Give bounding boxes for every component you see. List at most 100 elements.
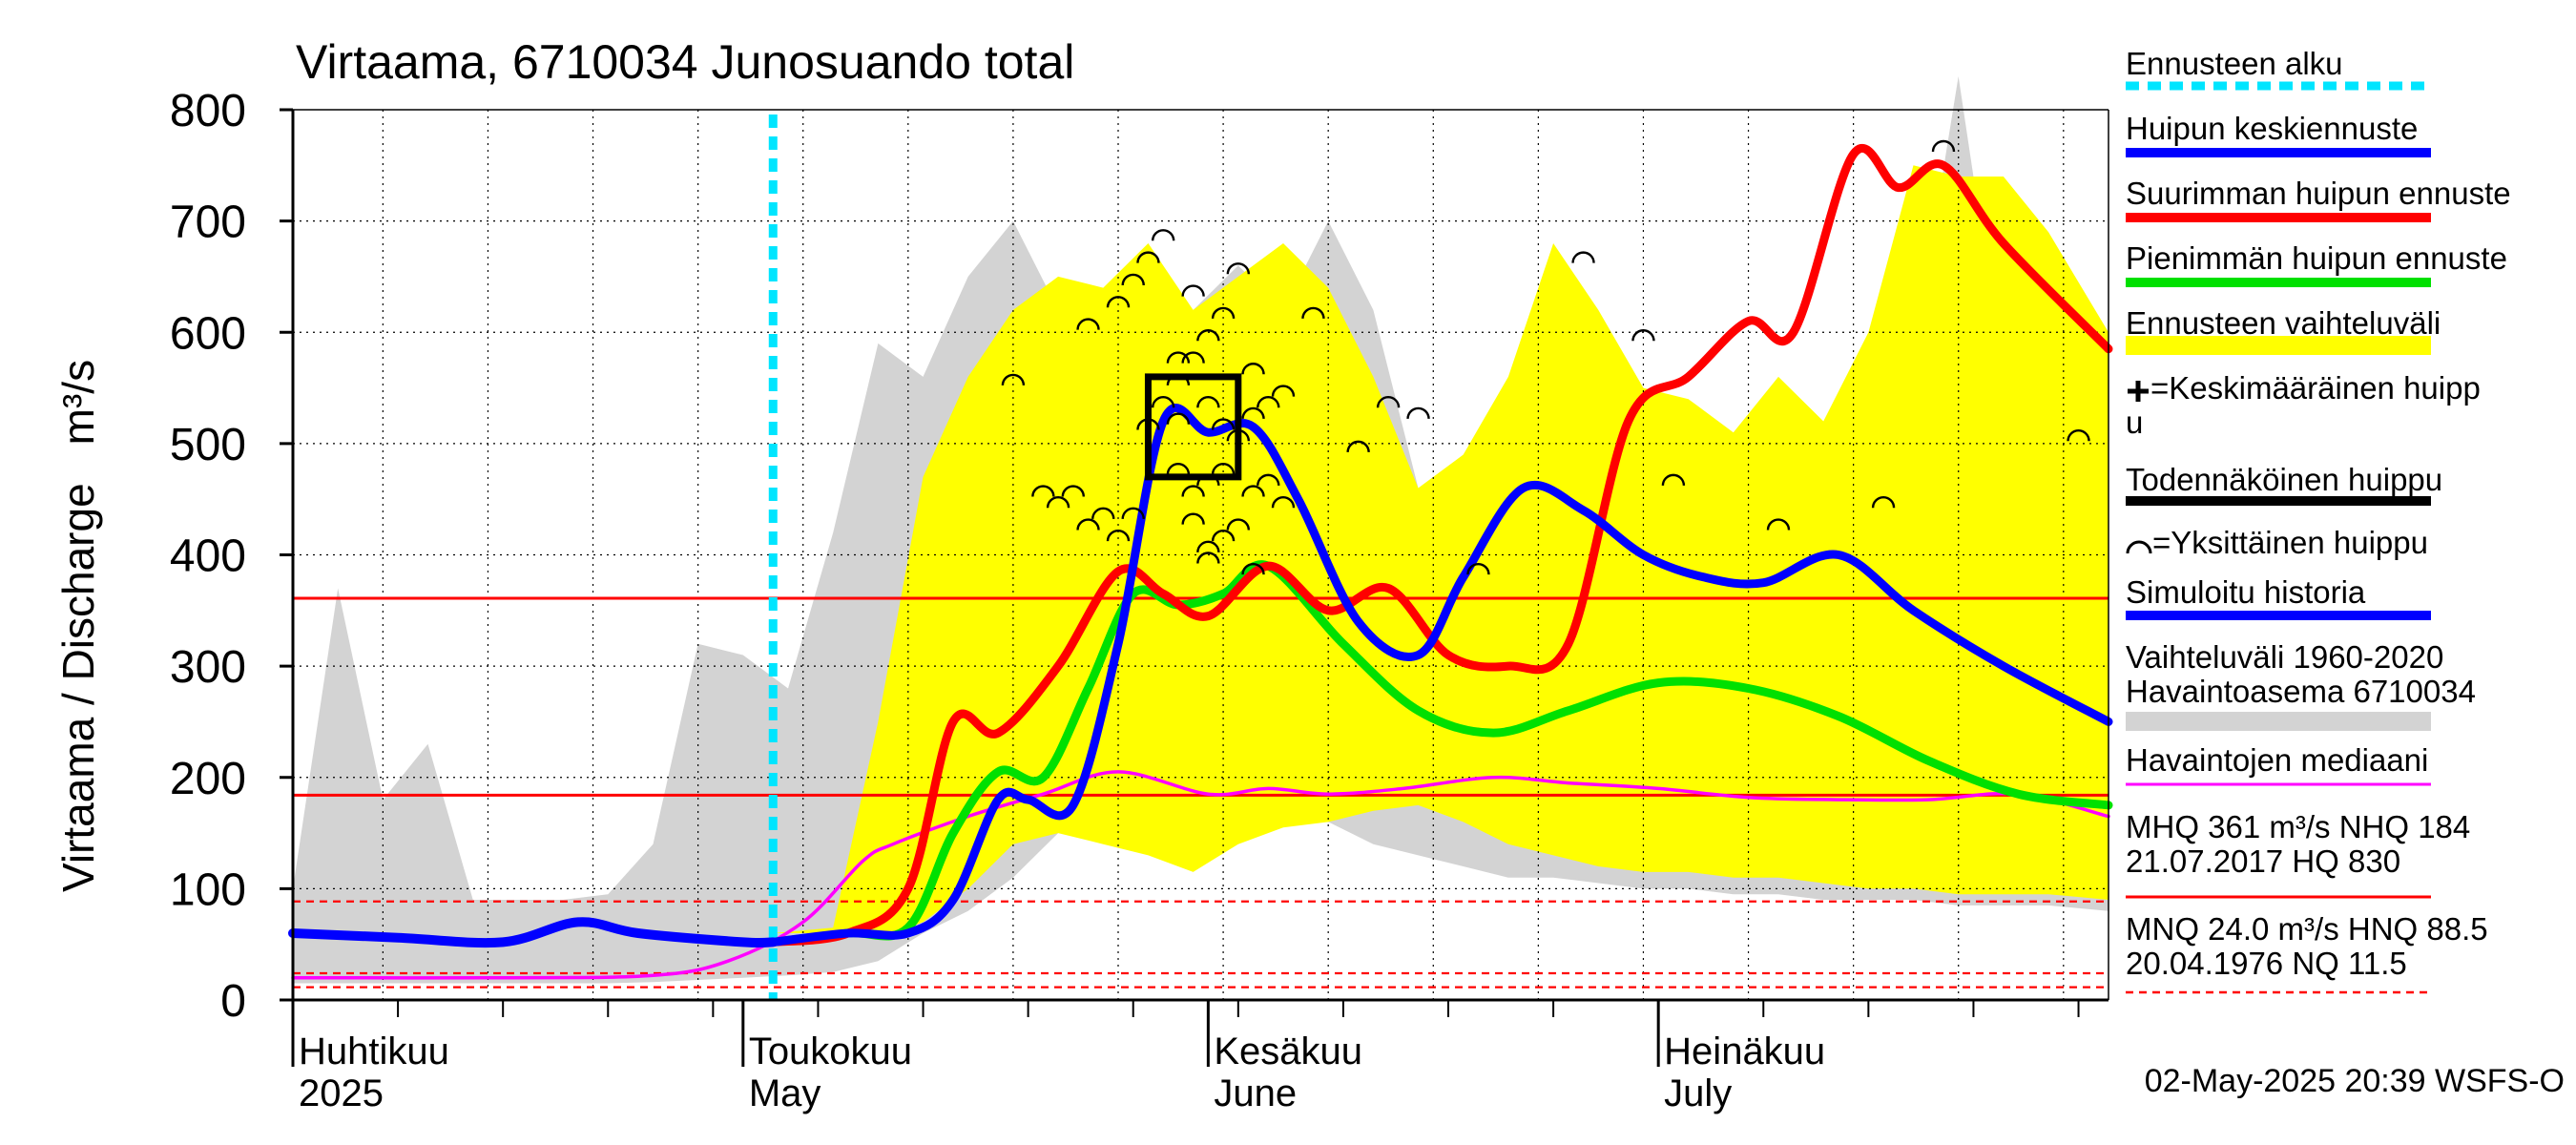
legend-label: =Yksittäinen huippu [2152, 525, 2428, 560]
y-tick-label: 0 [220, 976, 246, 1027]
single-peak-marker [1166, 463, 1191, 475]
single-peak-marker [1091, 507, 1115, 519]
single-peak-marker [1151, 229, 1175, 241]
series-line [291, 770, 2110, 980]
single-peak-marker [2067, 429, 2090, 442]
series-layer [288, 144, 2113, 980]
x-month-label-en: May [749, 1072, 821, 1114]
single-peak-marker [1241, 406, 1265, 419]
single-peak-marker [1181, 512, 1205, 525]
single-peak-marker [1166, 412, 1191, 425]
single-peak-marker [1466, 563, 1490, 575]
forecast-range-band [773, 165, 2109, 939]
legend-swatch [2126, 712, 2431, 731]
single-peak-marker [1121, 507, 1145, 519]
single-peak-marker [1241, 563, 1265, 575]
single-peak-marker [1406, 406, 1430, 419]
single-peak-marker [1571, 251, 1595, 263]
series-line [768, 404, 2113, 947]
legend-swatch [2126, 336, 2431, 355]
legend-label: Havaintojen mediaani [2126, 742, 2428, 778]
legend-label-line2: u [2126, 405, 2143, 440]
x-month-label-fi: Toukokuu [749, 1030, 912, 1072]
legend-label: Ennusteen alku [2126, 46, 2343, 81]
legend-label-line2: Havaintoasema 6710034 [2126, 674, 2476, 709]
x-month-label-en: June [1214, 1072, 1297, 1114]
single-peak-marker [1181, 351, 1205, 364]
y-axis-label: Virtaama / Discharge m³/s [53, 360, 103, 892]
single-peak-marker [1181, 284, 1205, 297]
legend-plus-symbol [2128, 381, 2149, 402]
single-peak-marker [1136, 251, 1160, 263]
single-peak-marker [1196, 552, 1220, 564]
single-peak-marker [1076, 318, 1100, 330]
legend: Ennusteen alku Huipun keskiennuste Suurimm… [2126, 46, 2511, 994]
legend-label: Suurimman huipun ennuste [2126, 176, 2511, 211]
single-peak-marker [1301, 306, 1325, 320]
y-tick-label: 600 [170, 308, 246, 359]
x-month-label-en: July [1664, 1072, 1732, 1114]
single-peak-marker [1106, 530, 1131, 542]
single-peak-marker [1226, 262, 1251, 275]
legend-label-line2: 20.04.1976 NQ 11.5 [2126, 946, 2407, 981]
legend-label: MHQ 361 m³/s NHQ 184 [2126, 809, 2470, 844]
y-tick-label: 100 [170, 864, 246, 915]
y-tick-label: 300 [170, 642, 246, 693]
single-peak-marker [1196, 329, 1220, 342]
probable-peak-box [1144, 373, 1242, 481]
single-peak-marker [1061, 485, 1086, 497]
single-peak-marker [1211, 530, 1236, 542]
chart-title: Virtaama, 6710034 Junosuando total [296, 35, 1074, 89]
y-tick-label: 500 [170, 420, 246, 470]
single-peak-marker [1106, 296, 1131, 308]
single-peak-marker [1376, 396, 1401, 408]
legend-label: Simuloitu historia [2126, 574, 2366, 610]
single-peak-marker [1766, 518, 1791, 531]
single-peak-marker [1166, 351, 1191, 364]
y-tick-label: 400 [170, 531, 246, 582]
single-peak-marker [1271, 385, 1296, 397]
single-peak-marker [1076, 518, 1100, 531]
single-peak-marker [1257, 473, 1280, 486]
single-peak-marker [1196, 396, 1220, 408]
single-peak-marker [1241, 485, 1265, 497]
x-month-label-fi: Kesäkuu [1214, 1030, 1362, 1072]
forecast-band-layer [773, 165, 2109, 939]
single-peak-marker [1211, 463, 1236, 475]
single-peak-marker [1871, 496, 1896, 509]
single-peak-marker [1211, 418, 1236, 430]
single-peak-marker [1661, 473, 1686, 486]
x-month-label-en: 2025 [299, 1072, 384, 1114]
legend-arc-symbol [2126, 540, 2152, 554]
y-axis-title: Virtaama / Discharge [53, 483, 103, 892]
single-peak-marker [1271, 496, 1296, 509]
peaks-layer [1001, 139, 2090, 575]
y-axis-unit: m³/s [53, 360, 103, 445]
y-tick-label: 200 [170, 754, 246, 804]
x-month-label-fi: Huhtikuu [299, 1030, 449, 1072]
series-line [768, 144, 2113, 947]
legend-label: Vaihteluväli 1960-2020 [2126, 639, 2443, 675]
reference-lines-layer [293, 114, 2109, 1000]
single-peak-marker [1931, 139, 1956, 153]
y-tick-label: 800 [170, 86, 246, 136]
legend-label: MNQ 24.0 m³/s HNQ 88.5 [2126, 911, 2488, 947]
single-peak-marker [1031, 485, 1055, 497]
legend-label: Ennusteen vaihteluväli [2126, 305, 2441, 341]
legend-label-line2: 21.07.2017 HQ 830 [2126, 843, 2400, 879]
legend-label: Todennäköinen huippu [2126, 462, 2442, 497]
single-peak-marker [1121, 273, 1145, 286]
single-peak-marker [1211, 306, 1236, 320]
grid-layer [293, 110, 2109, 1000]
legend-label: Pienimmän huipun ennuste [2126, 240, 2507, 276]
y-tick-label: 700 [170, 198, 246, 248]
x-month-label-fi: Heinäkuu [1664, 1030, 1825, 1072]
single-peak-marker [1046, 496, 1070, 509]
legend-label: Huipun keskiennuste [2126, 111, 2418, 146]
single-peak-marker [1346, 440, 1370, 452]
single-peak-marker [1226, 518, 1251, 531]
single-peak-marker [1631, 329, 1655, 342]
legend-label: =Keskimääräinen huipp [2150, 370, 2481, 406]
